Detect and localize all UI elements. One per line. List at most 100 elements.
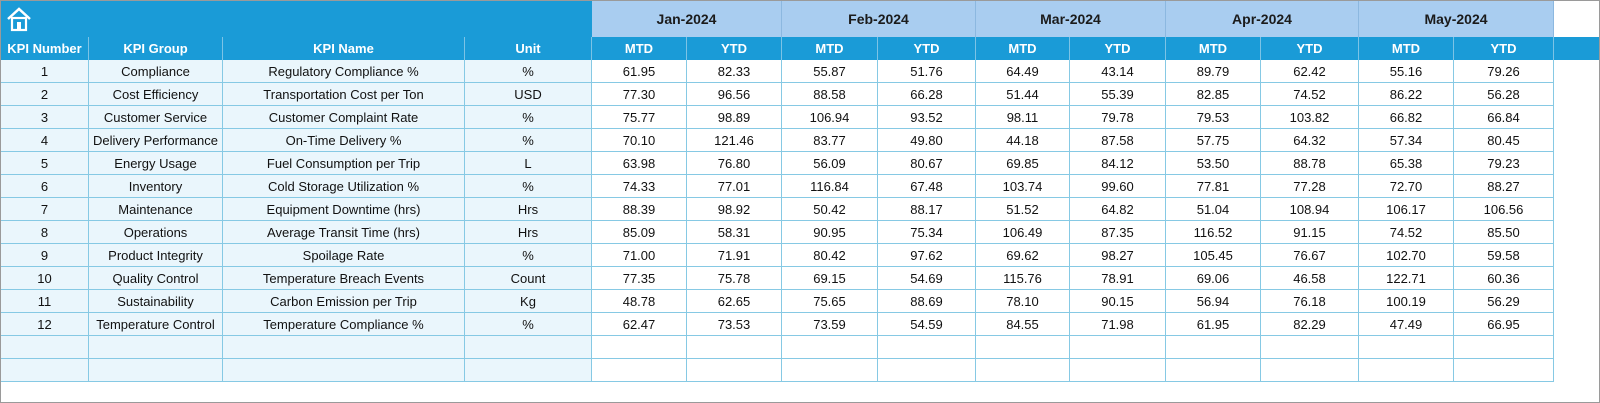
- value-cell: 97.62: [878, 244, 976, 267]
- value-cell: 53.50: [1166, 152, 1261, 175]
- value-cell: 88.78: [1261, 152, 1359, 175]
- sub-column-header: MTD: [592, 37, 687, 60]
- value-cell: [1359, 359, 1454, 382]
- value-cell: 73.53: [687, 313, 782, 336]
- value-cell: 60.36: [1454, 267, 1554, 290]
- month-header: Mar-2024: [976, 1, 1166, 37]
- sub-column-header: MTD: [1166, 37, 1261, 60]
- table-cell: [465, 359, 592, 382]
- value-cell: 84.55: [976, 313, 1070, 336]
- value-cell: 56.28: [1454, 83, 1554, 106]
- table-cell: Customer Complaint Rate: [223, 106, 465, 129]
- value-cell: 102.70: [1359, 244, 1454, 267]
- value-cell: 98.89: [687, 106, 782, 129]
- table-cell: Sustainability: [89, 290, 223, 313]
- value-cell: 79.26: [1454, 60, 1554, 83]
- month-header: Feb-2024: [782, 1, 976, 37]
- value-cell: 75.34: [878, 221, 976, 244]
- value-cell: [1070, 359, 1166, 382]
- table-cell: [89, 359, 223, 382]
- value-cell: 88.39: [592, 198, 687, 221]
- value-cell: 82.29: [1261, 313, 1359, 336]
- value-cell: 99.60: [1070, 175, 1166, 198]
- value-cell: [1359, 336, 1454, 359]
- value-cell: 88.17: [878, 198, 976, 221]
- value-cell: 106.94: [782, 106, 878, 129]
- table-cell: %: [465, 313, 592, 336]
- column-header: Unit: [465, 37, 592, 60]
- table-cell: 6: [1, 175, 89, 198]
- table-cell: Operations: [89, 221, 223, 244]
- value-cell: 69.15: [782, 267, 878, 290]
- table-cell: %: [465, 106, 592, 129]
- table-cell: %: [465, 60, 592, 83]
- table-cell: Inventory: [89, 175, 223, 198]
- value-cell: 54.59: [878, 313, 976, 336]
- value-cell: 80.67: [878, 152, 976, 175]
- value-cell: 106.56: [1454, 198, 1554, 221]
- column-header: KPI Name: [223, 37, 465, 60]
- value-cell: 75.77: [592, 106, 687, 129]
- value-cell: 88.69: [878, 290, 976, 313]
- value-cell: 55.16: [1359, 60, 1454, 83]
- table-cell: USD: [465, 83, 592, 106]
- value-cell: [1070, 336, 1166, 359]
- table-cell: Transportation Cost per Ton: [223, 83, 465, 106]
- sub-column-header: MTD: [782, 37, 878, 60]
- sub-column-header: YTD: [1454, 37, 1554, 60]
- value-cell: [878, 359, 976, 382]
- value-cell: [782, 359, 878, 382]
- table-cell: 10: [1, 267, 89, 290]
- value-cell: 84.12: [1070, 152, 1166, 175]
- table-cell: Hrs: [465, 198, 592, 221]
- table-cell: 7: [1, 198, 89, 221]
- value-cell: 65.38: [1359, 152, 1454, 175]
- value-cell: 88.58: [782, 83, 878, 106]
- value-cell: 66.82: [1359, 106, 1454, 129]
- sub-column-header: YTD: [687, 37, 782, 60]
- value-cell: 43.14: [1070, 60, 1166, 83]
- table-cell: Kg: [465, 290, 592, 313]
- month-header: May-2024: [1359, 1, 1554, 37]
- value-cell: 89.79: [1166, 60, 1261, 83]
- table-cell: 11: [1, 290, 89, 313]
- value-cell: 55.39: [1070, 83, 1166, 106]
- value-cell: 75.65: [782, 290, 878, 313]
- value-cell: 93.52: [878, 106, 976, 129]
- table-cell: Spoilage Rate: [223, 244, 465, 267]
- table-cell: Average Transit Time (hrs): [223, 221, 465, 244]
- value-cell: 98.92: [687, 198, 782, 221]
- value-cell: 85.09: [592, 221, 687, 244]
- table-cell: Temperature Control: [89, 313, 223, 336]
- value-cell: 122.71: [1359, 267, 1454, 290]
- value-cell: 79.53: [1166, 106, 1261, 129]
- value-cell: 82.85: [1166, 83, 1261, 106]
- month-header: Apr-2024: [1166, 1, 1359, 37]
- value-cell: 83.77: [782, 129, 878, 152]
- home-button[interactable]: [5, 6, 33, 32]
- table-cell: %: [465, 129, 592, 152]
- value-cell: 66.84: [1454, 106, 1554, 129]
- value-cell: [592, 336, 687, 359]
- value-cell: 62.42: [1261, 60, 1359, 83]
- table-cell: Maintenance: [89, 198, 223, 221]
- value-cell: 79.23: [1454, 152, 1554, 175]
- table-cell: 12: [1, 313, 89, 336]
- value-cell: 51.76: [878, 60, 976, 83]
- value-cell: 77.30: [592, 83, 687, 106]
- table-cell: Carbon Emission per Trip: [223, 290, 465, 313]
- table-cell: Customer Service: [89, 106, 223, 129]
- sub-column-header: YTD: [878, 37, 976, 60]
- value-cell: 67.48: [878, 175, 976, 198]
- value-cell: 76.80: [687, 152, 782, 175]
- table-cell: Equipment Downtime (hrs): [223, 198, 465, 221]
- value-cell: 73.59: [782, 313, 878, 336]
- column-header: KPI Group: [89, 37, 223, 60]
- table-cell: Quality Control: [89, 267, 223, 290]
- value-cell: 63.98: [592, 152, 687, 175]
- value-cell: 121.46: [687, 129, 782, 152]
- value-cell: 76.18: [1261, 290, 1359, 313]
- sub-column-header: MTD: [976, 37, 1070, 60]
- value-cell: 103.74: [976, 175, 1070, 198]
